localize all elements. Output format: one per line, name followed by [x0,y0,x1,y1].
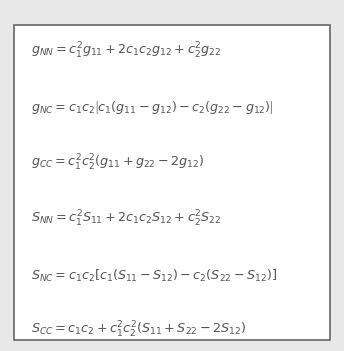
FancyBboxPatch shape [14,25,330,340]
Text: $g_{NC} = c_1 c_2 \left[c_1(g_{11} - g_{12}) - c_2(g_{22} - g_{12})\right]$: $g_{NC} = c_1 c_2 \left[c_1(g_{11} - g_{… [31,99,274,115]
Text: $S_{CC} = c_1 c_2 + c_1^2 c_2^2 (S_{11} + S_{22} - 2S_{12})$: $S_{CC} = c_1 c_2 + c_1^2 c_2^2 (S_{11} … [31,320,246,340]
Text: $S_{NC} = c_1 c_2 \left[c_1(S_{11} - S_{12}) - c_2(S_{22} - S_{12})\right]$: $S_{NC} = c_1 c_2 \left[c_1(S_{11} - S_{… [31,267,277,284]
Text: $g_{NN} = c_1^2 g_{11} + 2c_1 c_2 g_{12} + c_2^2 g_{22}$: $g_{NN} = c_1^2 g_{11} + 2c_1 c_2 g_{12}… [31,41,221,61]
Text: $g_{CC} = c_1^2 c_2^2 (g_{11} + g_{22} - 2g_{12})$: $g_{CC} = c_1^2 c_2^2 (g_{11} + g_{22} -… [31,153,204,173]
Text: $S_{NN} = c_1^2 S_{11} + 2c_1 c_2 S_{12} + c_2^2 S_{22}$: $S_{NN} = c_1^2 S_{11} + 2c_1 c_2 S_{12}… [31,209,221,230]
